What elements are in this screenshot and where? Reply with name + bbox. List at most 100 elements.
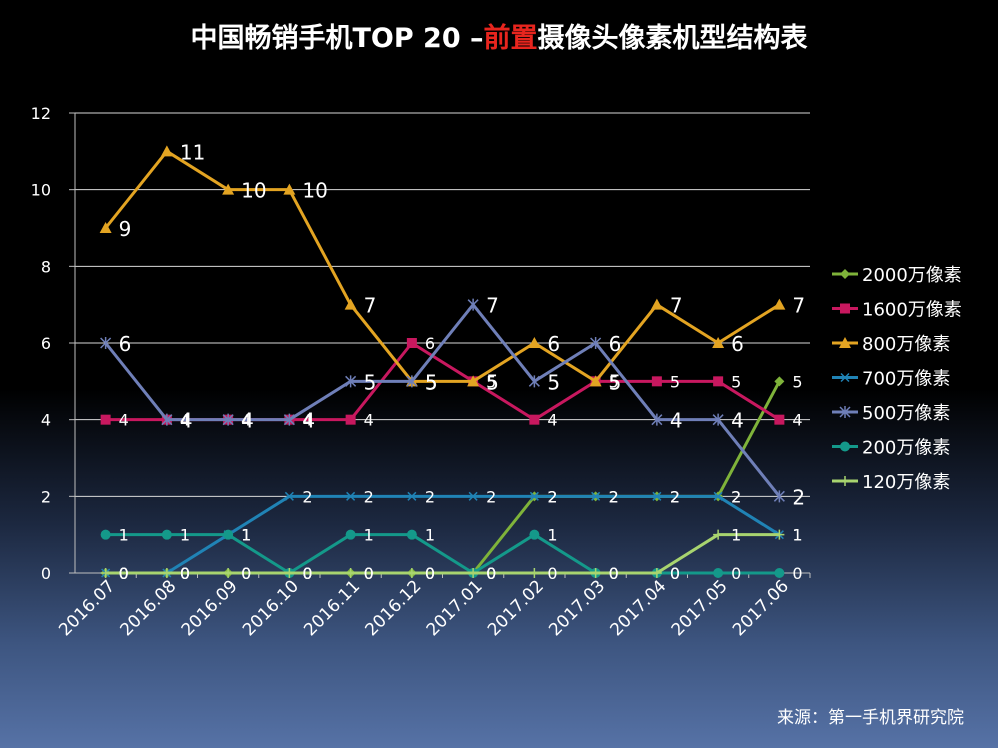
data-label: 0	[180, 564, 190, 583]
data-point	[406, 338, 417, 348]
data-point	[468, 568, 479, 578]
data-point	[591, 491, 601, 501]
data-point	[840, 476, 850, 486]
x-tick-label: 2017.01	[423, 576, 487, 640]
data-point	[529, 529, 540, 540]
data-label: 1	[547, 526, 557, 545]
y-tick-label: 12	[31, 104, 51, 123]
data-label: 10	[241, 179, 266, 203]
data-point	[840, 269, 850, 279]
data-label: 11	[180, 140, 205, 164]
x-tick-label: 2017.05	[668, 576, 732, 640]
data-label: 4	[302, 409, 315, 433]
legend-label: 500万像素	[862, 403, 950, 424]
data-label: 9	[119, 217, 132, 241]
data-label: 1	[792, 526, 802, 545]
data-label: 0	[302, 564, 312, 583]
data-point	[650, 298, 663, 310]
data-label: 2	[547, 487, 557, 506]
legend-item: 200万像素	[832, 438, 950, 459]
data-label: 6	[609, 332, 622, 356]
data-point	[467, 298, 479, 311]
x-tick-label: 2017.06	[729, 576, 793, 640]
data-label: 5	[670, 372, 680, 391]
data-point	[840, 303, 850, 314]
data-label: 6	[119, 332, 132, 356]
data-point	[406, 529, 417, 540]
data-point	[345, 568, 356, 578]
data-point	[406, 375, 418, 388]
series-3	[101, 491, 784, 578]
x-tick-label: 2016.12	[362, 576, 426, 640]
data-point	[222, 183, 235, 195]
data-label: 4	[547, 411, 557, 430]
data-label: 0	[731, 564, 741, 583]
data-point	[160, 145, 173, 157]
data-point	[774, 568, 785, 578]
data-point	[590, 337, 602, 349]
data-label: 1	[364, 526, 374, 545]
data-label: 4	[792, 411, 802, 430]
data-label: 7	[364, 294, 377, 318]
data-point	[774, 414, 785, 425]
data-label: 0	[119, 564, 129, 583]
data-label: 2	[425, 487, 435, 506]
data-label: 1	[119, 526, 129, 545]
data-point	[345, 414, 356, 425]
data-label: 0	[364, 564, 374, 583]
data-label: 0	[119, 564, 129, 583]
data-label: 1	[241, 526, 251, 545]
data-point	[774, 376, 785, 387]
data-label: 0	[425, 564, 435, 583]
data-label: 0	[486, 564, 496, 583]
data-point	[528, 337, 541, 348]
legend-item: 1600万像素	[832, 300, 962, 321]
series-6	[100, 529, 785, 578]
title-highlight: 前置	[483, 23, 538, 54]
data-label: 0	[486, 564, 496, 583]
series-line	[105, 533, 780, 575]
data-label: 1	[792, 526, 802, 545]
data-point	[839, 406, 851, 418]
data-label: 0	[241, 564, 251, 583]
data-point	[712, 413, 724, 426]
y-tick-label: 0	[41, 564, 51, 583]
data-point	[840, 441, 850, 452]
data-point	[528, 375, 540, 388]
data-label: 6	[425, 334, 435, 353]
data-point	[774, 529, 785, 540]
data-label: 10	[302, 179, 327, 203]
data-point	[223, 568, 234, 578]
x-tick-label: 2017.03	[545, 576, 609, 640]
data-label: 0	[364, 564, 374, 583]
legend-item: 500万像素	[832, 403, 950, 424]
legend-label: 800万像素	[862, 334, 950, 355]
data-point	[589, 375, 602, 387]
data-point	[345, 375, 357, 388]
data-label: 0	[180, 564, 190, 583]
data-point	[651, 568, 662, 578]
data-label: 5	[609, 370, 622, 394]
legend-item: 2000万像素	[832, 265, 962, 286]
data-label: 0	[302, 564, 312, 583]
legend-label: 120万像素	[862, 472, 950, 493]
legend-label: 700万像素	[862, 369, 950, 390]
data-label: 0	[609, 564, 619, 583]
data-label: 0	[180, 564, 190, 583]
data-label: 6	[547, 332, 560, 356]
data-label: 0	[670, 564, 680, 583]
data-label: 5	[609, 372, 619, 391]
data-label: 5	[425, 370, 438, 394]
x-tick-label: 2016.10	[239, 576, 303, 640]
data-point	[839, 337, 851, 348]
data-point	[652, 491, 662, 501]
title-part2: 摄像头像素机型结构表	[537, 23, 808, 54]
data-point	[161, 413, 173, 426]
data-point	[529, 491, 539, 501]
data-point	[713, 568, 724, 578]
data-point	[407, 491, 417, 501]
source-note: 来源：第一手机界研究院	[777, 708, 964, 728]
data-point	[344, 298, 357, 310]
data-label: 2	[486, 487, 496, 506]
series-line	[105, 533, 780, 575]
